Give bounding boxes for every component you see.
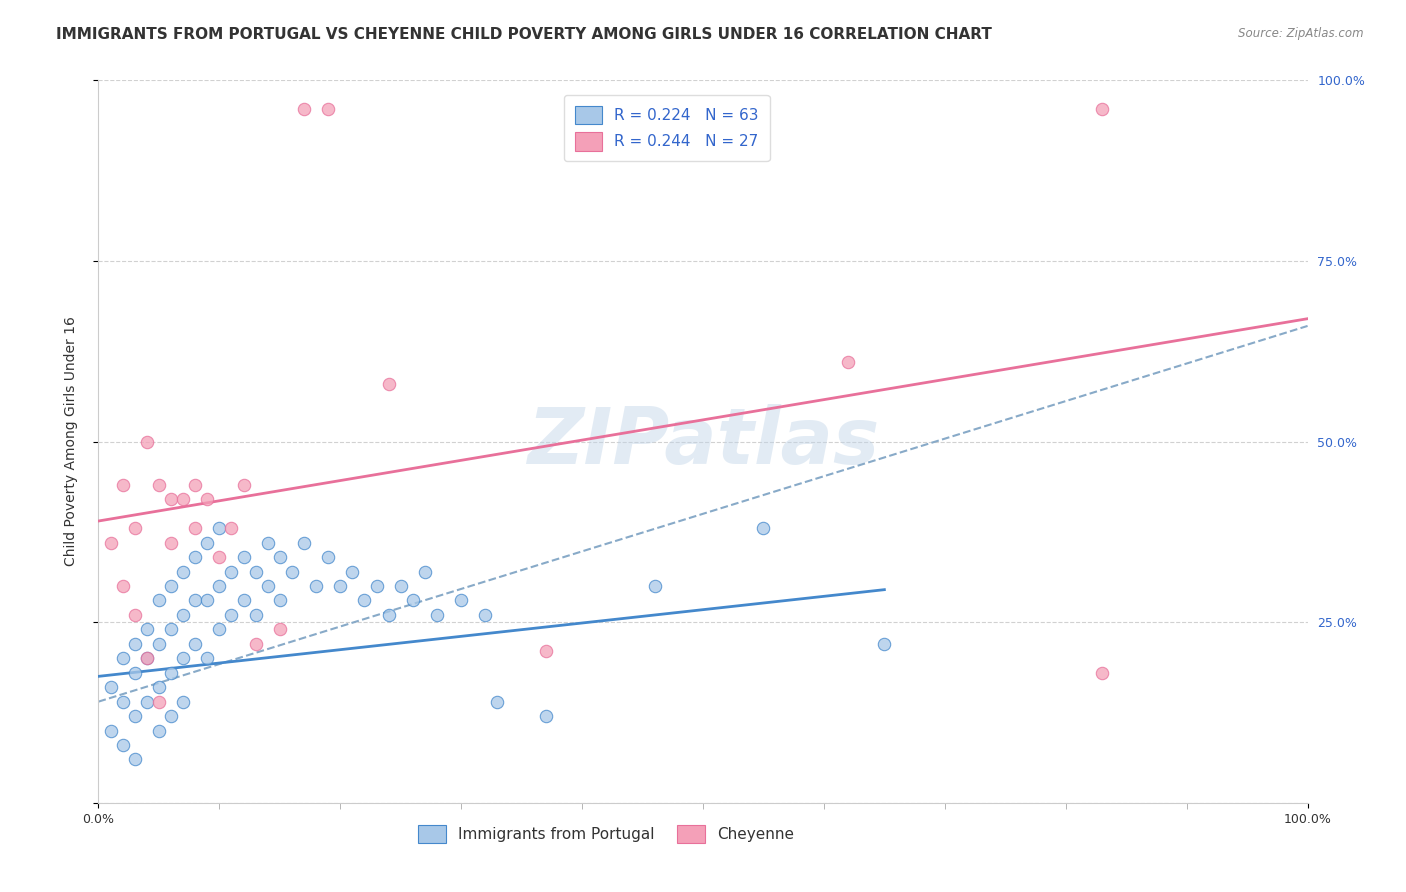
Point [172, 695, 194, 709]
Point [377, 376, 399, 391]
Point [292, 535, 315, 549]
Point [124, 709, 146, 723]
Point [281, 565, 304, 579]
Point [1091, 665, 1114, 680]
Point [195, 492, 218, 507]
Point [135, 695, 157, 709]
Point [124, 521, 146, 535]
Point [486, 695, 509, 709]
Point [1091, 102, 1114, 116]
Point [148, 593, 170, 607]
Point [269, 550, 291, 565]
Point [184, 521, 207, 535]
Point [148, 695, 170, 709]
Point [160, 579, 183, 593]
Point [474, 607, 496, 622]
Point [221, 565, 243, 579]
Point [148, 478, 170, 492]
Point [644, 579, 666, 593]
Point [402, 593, 425, 607]
Point [111, 738, 134, 752]
Point [837, 355, 859, 369]
Point [342, 565, 364, 579]
Point [232, 593, 254, 607]
Point [232, 478, 254, 492]
Point [221, 521, 243, 535]
Point [256, 535, 278, 549]
Point [269, 593, 291, 607]
Point [160, 665, 183, 680]
Point [208, 623, 231, 637]
Point [195, 651, 218, 665]
Point [873, 637, 896, 651]
Point [413, 565, 436, 579]
Point [195, 593, 218, 607]
Point [269, 623, 291, 637]
Point [389, 579, 412, 593]
Point [135, 651, 157, 665]
Point [316, 102, 339, 116]
Text: ZIPatlas: ZIPatlas [527, 403, 879, 480]
Point [111, 579, 134, 593]
Point [534, 644, 557, 658]
Point [316, 550, 339, 565]
Point [124, 637, 146, 651]
Point [377, 607, 399, 622]
Point [148, 723, 170, 738]
Point [172, 565, 194, 579]
Point [135, 434, 157, 449]
Point [124, 607, 146, 622]
Point [124, 752, 146, 766]
Point [292, 102, 315, 116]
Point [208, 521, 231, 535]
Point [172, 607, 194, 622]
Point [124, 665, 146, 680]
Point [184, 550, 207, 565]
Point [195, 535, 218, 549]
Point [256, 579, 278, 593]
Point [135, 651, 157, 665]
Point [184, 637, 207, 651]
Point [100, 723, 122, 738]
Point [148, 637, 170, 651]
Point [184, 593, 207, 607]
Point [245, 565, 267, 579]
Point [450, 593, 472, 607]
Point [160, 492, 183, 507]
Point [111, 695, 134, 709]
Point [100, 535, 122, 549]
Point [111, 651, 134, 665]
Point [172, 492, 194, 507]
Point [353, 593, 375, 607]
Text: IMMIGRANTS FROM PORTUGAL VS CHEYENNE CHILD POVERTY AMONG GIRLS UNDER 16 CORRELAT: IMMIGRANTS FROM PORTUGAL VS CHEYENNE CHI… [56, 27, 993, 42]
Point [366, 579, 388, 593]
Point [160, 535, 183, 549]
Point [221, 607, 243, 622]
Point [329, 579, 352, 593]
Point [534, 709, 557, 723]
Point [172, 651, 194, 665]
Point [305, 579, 328, 593]
Point [160, 623, 183, 637]
Y-axis label: Child Poverty Among Girls Under 16: Child Poverty Among Girls Under 16 [63, 317, 77, 566]
Text: Source: ZipAtlas.com: Source: ZipAtlas.com [1239, 27, 1364, 40]
Point [426, 607, 449, 622]
Point [135, 623, 157, 637]
Point [245, 637, 267, 651]
Point [148, 680, 170, 694]
Point [208, 550, 231, 565]
Point [208, 579, 231, 593]
Point [232, 550, 254, 565]
Point [100, 680, 122, 694]
Point [160, 709, 183, 723]
Point [111, 478, 134, 492]
Point [184, 478, 207, 492]
Legend: Immigrants from Portugal, Cheyenne: Immigrants from Portugal, Cheyenne [412, 819, 800, 849]
Point [245, 607, 267, 622]
Point [752, 521, 775, 535]
